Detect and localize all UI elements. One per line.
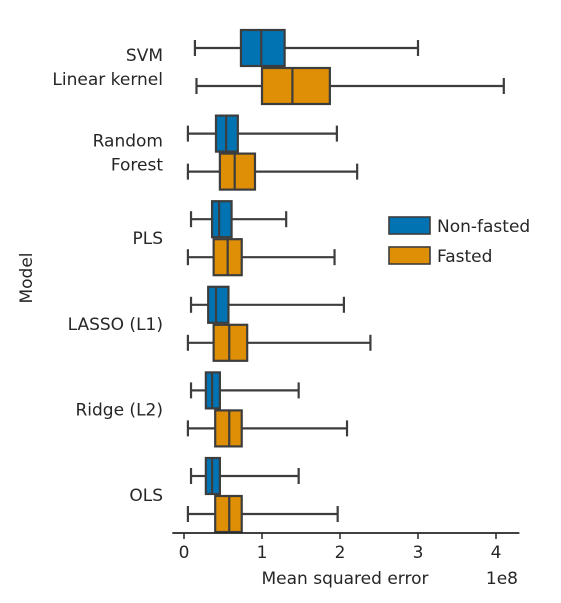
iqr-box xyxy=(260,66,331,106)
iqr-box xyxy=(210,200,233,239)
x-tick-label: 3 xyxy=(413,543,424,563)
legend-item-fasted: Fasted xyxy=(388,246,492,267)
box-non-fasted-5 xyxy=(189,456,300,496)
box-fasted-4 xyxy=(186,409,349,448)
iqr-box xyxy=(212,323,249,362)
iqr-box xyxy=(239,28,286,68)
x-tick-label: 0 xyxy=(179,543,190,563)
x-tick-label: 1 xyxy=(257,543,268,563)
box-fasted-1 xyxy=(186,152,359,191)
category-label: Ridge (L2) xyxy=(75,400,163,420)
category-label: SVM xyxy=(126,46,163,66)
legend-swatch xyxy=(388,246,431,265)
legend-label: Non-fasted xyxy=(437,217,530,237)
legend-item-non-fasted: Non-fasted xyxy=(388,216,530,237)
x-tick-label: 2 xyxy=(335,543,346,563)
box-fasted-2 xyxy=(186,238,336,277)
box-fasted-0 xyxy=(195,66,505,106)
category-labels: SVM Linear kernel Random Forest PLS LASSO (L1… xyxy=(52,46,163,506)
box-fasted-3 xyxy=(186,323,372,362)
category-label: LASSO (L1) xyxy=(68,315,163,335)
box-non-fasted-3 xyxy=(189,285,345,324)
y-axis-title: Model xyxy=(17,252,37,303)
x-ticks: 0 1 2 3 4 xyxy=(179,533,502,563)
x-offset-label: 1e8 xyxy=(486,569,518,589)
category-label: Random xyxy=(93,132,163,152)
category-label: PLS xyxy=(132,229,163,249)
iqr-box xyxy=(207,285,230,324)
box-fasted-5 xyxy=(186,494,339,534)
box-non-fasted-1 xyxy=(186,114,338,153)
legend-label: Fasted xyxy=(437,247,492,267)
legend: Non-fasted Fasted xyxy=(388,216,530,267)
boxes-layer xyxy=(186,28,505,534)
x-tick-label: 4 xyxy=(491,543,502,563)
box-non-fasted-0 xyxy=(193,28,420,68)
box-non-fasted-2 xyxy=(189,200,288,239)
box-non-fasted-4 xyxy=(189,371,300,410)
legend-swatch xyxy=(388,216,431,235)
category-label: OLS xyxy=(129,486,163,506)
iqr-box xyxy=(218,152,257,191)
category-label: Forest xyxy=(111,156,164,176)
x-axis-title: Mean squared error xyxy=(262,569,429,589)
category-label: Linear kernel xyxy=(52,70,163,90)
